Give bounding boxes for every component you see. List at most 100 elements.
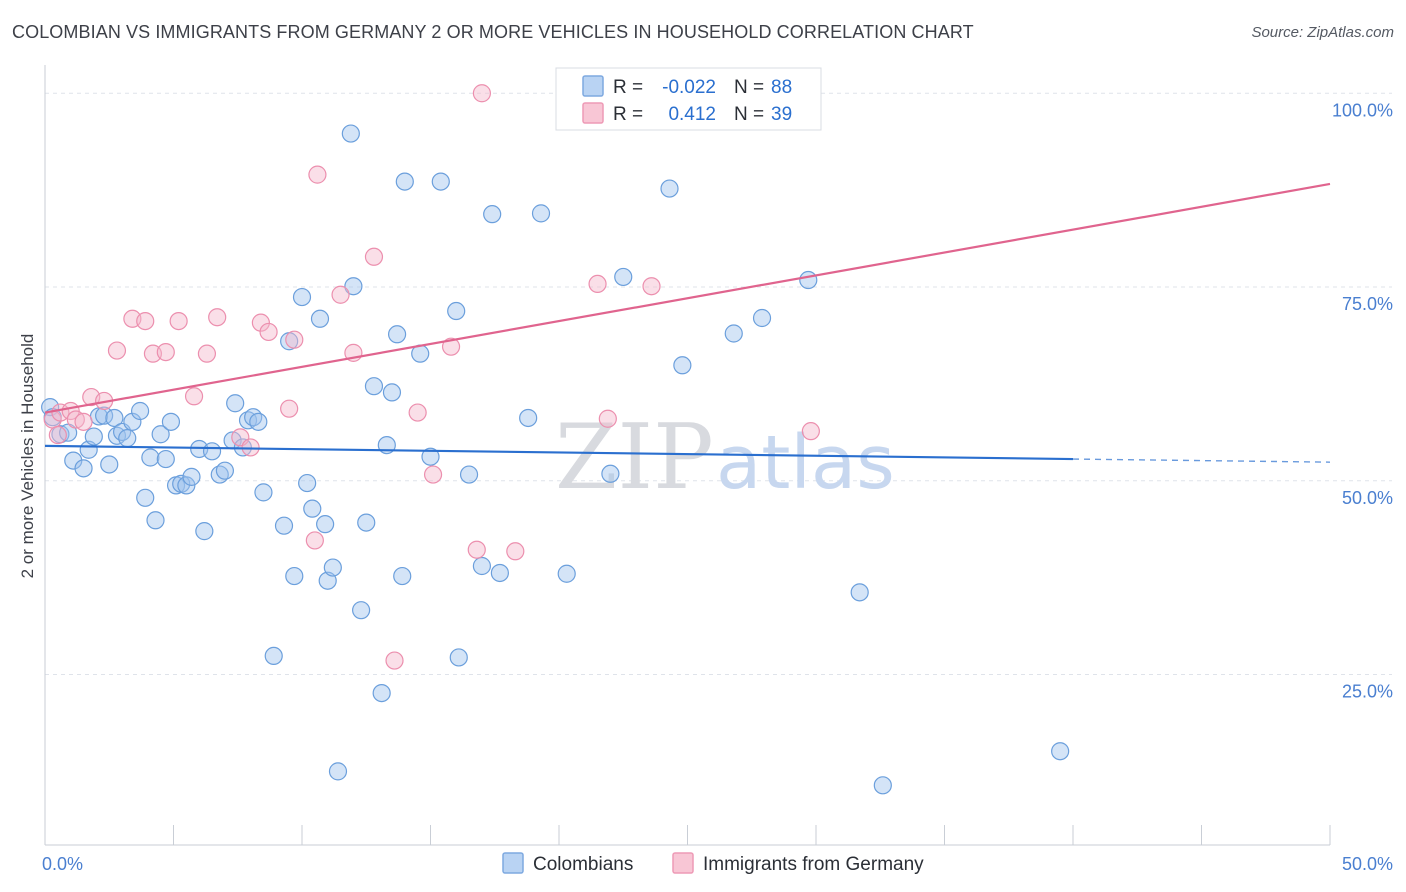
colombians-point-46	[310, 309, 330, 328]
scatter-points	[41, 84, 1070, 795]
colombians-point-79	[752, 308, 772, 328]
germany-point-28	[385, 651, 404, 670]
legend-n-label-1: N =	[734, 77, 764, 98]
colombians-point-71	[519, 408, 538, 428]
germany-point-37	[642, 277, 661, 296]
colombians-point-60	[393, 566, 412, 586]
colombians-point-69	[483, 205, 502, 224]
colombians-point-67	[459, 465, 479, 484]
x-tick-labels: 0.0% 50.0%	[42, 854, 1393, 874]
colombians-point-50	[328, 762, 348, 781]
legend-item-colombians-swatch	[502, 852, 524, 874]
colombians-point-52	[344, 277, 363, 296]
germany-point-5	[74, 412, 93, 431]
watermark-zip: ZIP	[555, 405, 714, 510]
germany-trend-line	[44, 182, 1331, 414]
x-tick-label-50: 50.0%	[1342, 854, 1393, 874]
y-axis-label: 2 or more Vehicles in Household	[18, 334, 37, 579]
colombians-point-37	[249, 412, 268, 431]
germany-point-33	[472, 84, 491, 103]
colombians-point-58	[382, 383, 402, 402]
colombians-point-81	[850, 583, 869, 602]
colombians-point-53	[352, 601, 371, 620]
colombians-point-14	[118, 429, 137, 448]
colombians-point-55	[364, 377, 384, 396]
germany-point-22	[285, 330, 304, 349]
watermark-atlas: atlas	[716, 420, 895, 506]
colombians-trend-line	[44, 444, 1074, 461]
germany-point-14	[184, 387, 204, 406]
colombians-point-7	[84, 427, 103, 446]
germany-point-35	[588, 274, 607, 293]
legend-item-germany-swatch	[672, 852, 694, 874]
colombians-point-33	[226, 394, 245, 413]
germany-point-19	[251, 313, 270, 332]
germany-point-16	[208, 308, 227, 327]
colombians-point-18	[141, 448, 160, 467]
stats-legend: R = -0.022 N = 88 R = 0.412 N = 39	[555, 67, 822, 131]
legend-r-value-1: -0.022	[662, 77, 716, 98]
germany-point-13	[169, 312, 188, 331]
colombians-point-65	[447, 301, 466, 321]
colombians-point-83	[1051, 742, 1070, 761]
y-tick-label-50: 50.0%	[1342, 488, 1393, 508]
colombians-point-64	[431, 172, 450, 191]
germany-point-12	[156, 343, 175, 362]
germany-point-38	[801, 422, 820, 441]
colombians-point-26	[182, 467, 201, 486]
colombians-point-19	[146, 511, 165, 530]
germany-point-34	[506, 542, 525, 561]
colombians-point-38	[254, 483, 273, 502]
legend-r-label-2: R =	[613, 104, 643, 125]
y-tick-labels: 25.0% 50.0% 75.0% 100.0%	[1332, 100, 1393, 701]
watermark: ZIP atlas	[555, 405, 895, 510]
axes	[44, 65, 1331, 846]
germany-point-29	[408, 403, 427, 422]
germany-point-1	[48, 425, 67, 445]
colombians-point-22	[161, 412, 181, 431]
colombians-point-45	[303, 499, 322, 518]
colombians-point-17	[136, 488, 155, 507]
legend-swatch-colombians	[582, 75, 604, 97]
colombians-point-49	[323, 558, 342, 577]
colombians-point-78	[724, 324, 743, 343]
germany-point-25	[331, 285, 350, 304]
trend-lines	[44, 182, 1331, 463]
germany-point-23	[305, 531, 324, 550]
germany-point-21	[280, 399, 299, 418]
germany-point-10	[136, 312, 155, 331]
legend-r-value-2: 0.412	[668, 104, 716, 125]
colombians-point-70	[490, 563, 509, 583]
legend-n-label-2: N =	[734, 104, 764, 125]
germany-point-32	[467, 540, 486, 559]
colombians-point-40	[274, 516, 294, 535]
legend-item-colombians: Colombians	[533, 854, 633, 875]
colombians-point-11	[105, 408, 124, 428]
colombians-point-68	[472, 556, 491, 576]
germany-point-36	[598, 409, 617, 428]
legend-r-label-1: R =	[613, 77, 643, 98]
y-tick-label-100: 100.0%	[1332, 100, 1393, 120]
colombians-point-61	[395, 172, 414, 191]
y-tick-label-75: 75.0%	[1342, 294, 1393, 314]
germany-point-20	[259, 322, 278, 342]
colombians-point-39	[264, 646, 283, 666]
colombians-point-59	[387, 325, 407, 344]
colombians-point-75	[614, 267, 633, 287]
colombians-point-73	[557, 564, 576, 583]
chart-title: COLOMBIAN VS IMMIGRANTS FROM GERMANY 2 O…	[12, 22, 974, 42]
colombians-point-28	[195, 522, 214, 541]
y-tick-label-25: 25.0%	[1342, 682, 1393, 702]
colombians-point-25	[177, 476, 196, 495]
colombians-point-76	[660, 179, 679, 198]
germany-point-15	[197, 344, 217, 363]
colombians-point-10	[100, 455, 119, 474]
colombians-point-80	[799, 270, 818, 290]
colombians-point-63	[421, 447, 440, 466]
germany-point-8	[107, 341, 127, 360]
x-tick-label-0: 0.0%	[42, 854, 83, 874]
germany-point-27	[364, 247, 384, 266]
colombians-point-21	[156, 449, 175, 469]
colombians-point-82	[873, 776, 892, 795]
